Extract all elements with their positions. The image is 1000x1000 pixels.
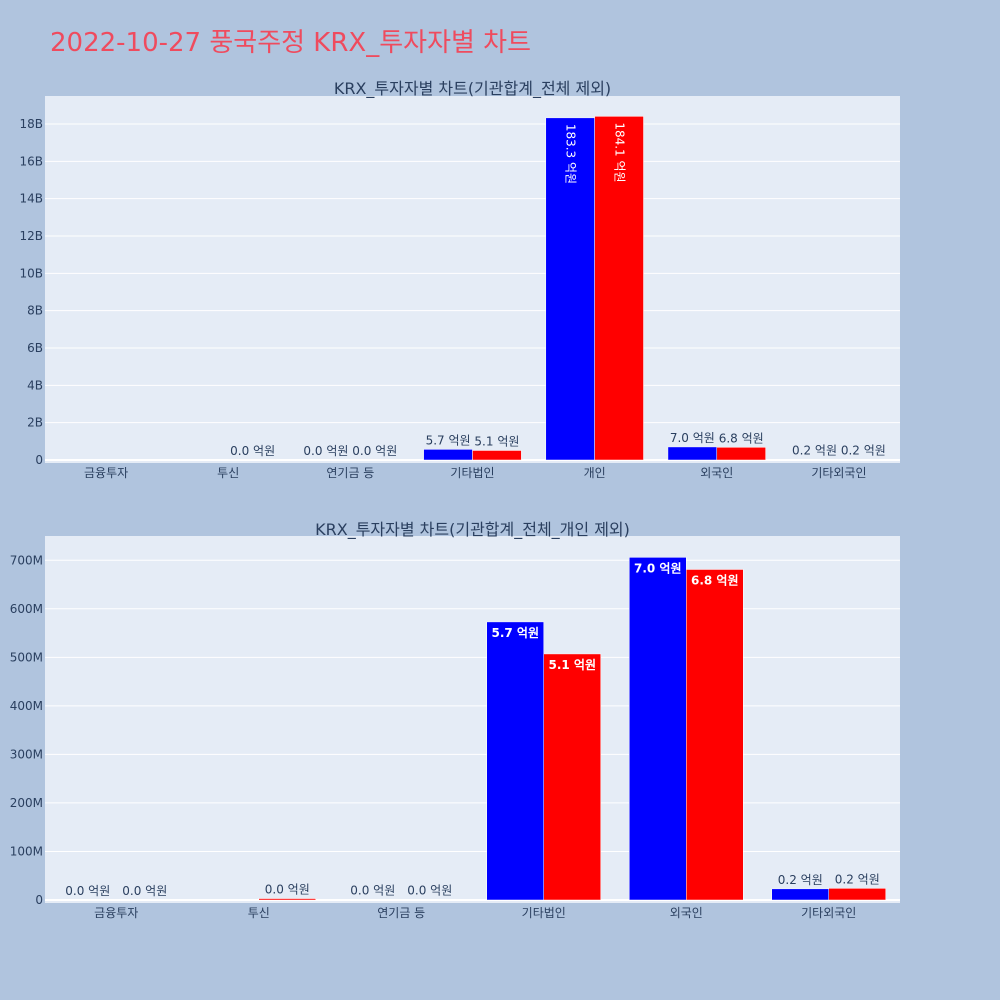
chart-2-x-tick-label: 금융투자 xyxy=(94,906,138,920)
chart-2-bar xyxy=(828,888,886,901)
chart-2-bar xyxy=(486,621,544,901)
chart-2-data-label: 7.0 억원 xyxy=(634,561,682,575)
chart-1-data-label: 183.3 억원 xyxy=(564,124,578,184)
chart-2-data-label: 0.2 억원 xyxy=(835,872,880,886)
chart-1-y-tick-label: 10B xyxy=(19,266,43,280)
chart-1-x-tick-label: 기타법인 xyxy=(450,466,494,480)
chart-2-x-tick-label: 기타법인 xyxy=(522,906,566,920)
chart-1-data-label: 5.7 억원 xyxy=(426,433,471,447)
chart-2-data-label: 0.0 억원 xyxy=(350,884,395,898)
chart-1-y-tick-label: 4B xyxy=(27,378,43,392)
chart-1-bar xyxy=(716,447,766,461)
chart-1-bar xyxy=(667,446,718,461)
chart-2-bar xyxy=(629,557,687,901)
chart-1-data-label: 0.0 억원 xyxy=(303,444,348,458)
chart-2-data-label: 6.8 억원 xyxy=(691,573,739,587)
chart-1-x-tick-label: 외국인 xyxy=(700,466,733,480)
chart-1-y-tick-label: 8B xyxy=(27,304,43,318)
chart-2-bar xyxy=(258,898,316,901)
chart-1-y-tick-label: 14B xyxy=(19,192,43,206)
chart-1-x-tick-label: 투신 xyxy=(217,466,239,480)
chart-2-data-label: 0.0 억원 xyxy=(265,883,310,897)
chart-1-data-label: 6.8 억원 xyxy=(719,431,764,445)
chart-2-y-tick-label: 700M xyxy=(10,553,43,567)
chart-1-x-tick-label: 금융투자 xyxy=(84,466,128,480)
chart-2-x-tick-label: 투신 xyxy=(248,906,270,920)
chart-1-bar xyxy=(545,117,595,461)
chart-1-data-label: 184.1 억원 xyxy=(613,122,627,182)
chart-2-plot-area xyxy=(45,536,900,903)
chart-2-x-tick-label: 연기금 등 xyxy=(377,906,425,920)
chart-2-x-tick-label: 외국인 xyxy=(670,906,703,920)
chart-2-data-label: 0.0 억원 xyxy=(407,884,452,898)
chart-1-data-label: 0.0 억원 xyxy=(230,444,275,458)
chart-2-bar xyxy=(771,888,829,901)
chart-2-x-tick-label: 기타외국인 xyxy=(801,906,856,920)
chart-1-x-tick-label: 연기금 등 xyxy=(326,466,374,480)
chart-2-bar xyxy=(543,653,601,901)
chart-2-data-label: 5.7 억원 xyxy=(491,626,539,640)
chart-1-plot-area xyxy=(45,96,900,463)
chart-1-bar xyxy=(594,116,644,461)
chart-2-y-tick-label: 300M xyxy=(10,747,43,761)
chart-2-data-label: 0.2 억원 xyxy=(778,873,823,887)
chart-2-data-label: 0.0 억원 xyxy=(122,884,167,898)
chart-1-y-tick-label: 12B xyxy=(19,229,43,243)
chart-1-x-tick-label: 기타외국인 xyxy=(811,466,866,480)
chart-2-y-tick-label: 500M xyxy=(10,650,43,664)
chart-1-data-label: 5.1 억원 xyxy=(474,434,519,448)
chart-2-data-label: 5.1 억원 xyxy=(548,658,596,672)
chart-1-data-label: 0.2 억원 xyxy=(841,444,886,458)
chart-2-data-label: 0.0 억원 xyxy=(65,884,110,898)
chart-2-y-tick-label: 0 xyxy=(35,893,43,907)
chart-1-x-tick-label: 개인 xyxy=(584,466,606,480)
chart-1-data-label: 7.0 억원 xyxy=(670,431,715,445)
page-title: 2022-10-27 풍국주정 KRX_투자자별 차트 xyxy=(50,28,532,58)
chart-2-y-tick-label: 100M xyxy=(10,844,43,858)
chart-1-y-tick-label: 2B xyxy=(27,416,43,430)
chart-2-bar xyxy=(686,569,744,901)
chart-1-y-tick-label: 6B xyxy=(27,341,43,355)
chart-2-y-tick-label: 200M xyxy=(10,796,43,810)
chart-1-bar xyxy=(472,450,522,461)
chart-2-y-tick-label: 400M xyxy=(10,699,43,713)
chart-1-y-tick-label: 16B xyxy=(19,154,43,168)
chart-1-bar xyxy=(423,449,473,461)
chart-1-y-tick-label: 18B xyxy=(19,117,43,131)
chart-1-data-label: 0.0 억원 xyxy=(352,444,397,458)
chart-2-y-tick-label: 600M xyxy=(10,602,43,616)
chart-1-data-label: 0.2 억원 xyxy=(792,444,837,458)
chart-2-title: KRX_투자자별 차트(기관합계_전체_개인 제외) xyxy=(315,520,630,540)
chart-1-title: KRX_투자자별 차트(기관합계_전체 제외) xyxy=(334,79,611,99)
chart-1-y-tick-label: 0 xyxy=(35,453,43,467)
